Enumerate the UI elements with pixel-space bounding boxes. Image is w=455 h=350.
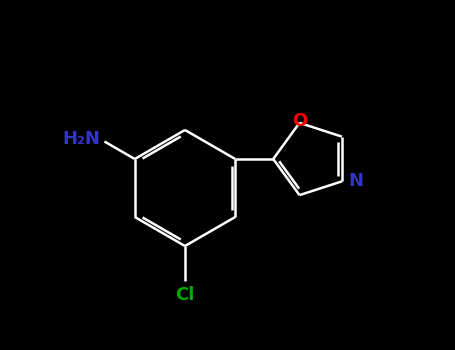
Text: O: O: [292, 112, 307, 130]
Text: H₂N: H₂N: [63, 131, 101, 148]
Text: N: N: [348, 172, 363, 190]
Text: Cl: Cl: [175, 286, 195, 304]
